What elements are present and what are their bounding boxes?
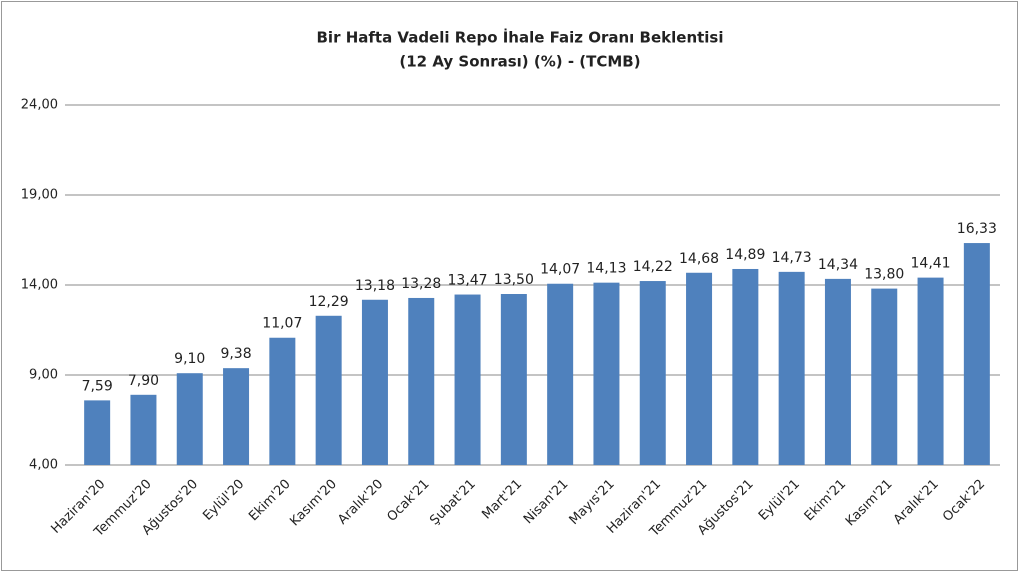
value-label: 12,29 — [309, 294, 349, 310]
bar — [686, 272, 713, 465]
bar — [871, 288, 898, 465]
value-label: 7,90 — [128, 373, 159, 389]
bar — [130, 394, 157, 465]
value-label: 13,28 — [401, 276, 441, 292]
value-label: 14,89 — [725, 247, 765, 263]
chart-subtitle: (12 Ay Sonrası) (%) - (TCMB) — [399, 53, 640, 71]
y-tick-label: 9,00 — [29, 368, 58, 383]
bar — [84, 400, 111, 465]
chart-title: Bir Hafta Vadeli Repo İhale Faiz Oranı B… — [317, 28, 724, 47]
value-label: 14,22 — [633, 259, 673, 275]
bar — [639, 281, 666, 465]
bar — [824, 278, 851, 465]
y-tick-label: 4,00 — [29, 458, 58, 473]
value-label: 13,50 — [494, 272, 534, 288]
y-tick-label: 19,00 — [21, 188, 58, 203]
value-label: 14,68 — [679, 251, 719, 267]
bar — [500, 294, 527, 465]
bar — [454, 294, 481, 465]
y-tick-label: 24,00 — [21, 98, 58, 113]
value-label: 14,13 — [586, 261, 626, 277]
bar — [778, 271, 805, 465]
bar — [176, 373, 203, 465]
value-label: 9,38 — [220, 346, 251, 362]
value-label: 13,80 — [864, 267, 904, 283]
bar — [223, 368, 250, 465]
bar — [315, 315, 342, 465]
bar — [361, 299, 388, 465]
value-label: 14,73 — [772, 250, 812, 266]
value-label: 14,07 — [540, 262, 580, 278]
y-tick-label: 14,00 — [21, 278, 58, 293]
bar — [963, 243, 990, 465]
value-label: 7,59 — [82, 378, 113, 394]
bar — [732, 268, 759, 465]
bar — [917, 277, 944, 465]
value-label: 9,10 — [174, 351, 205, 367]
value-label: 16,33 — [957, 221, 997, 237]
value-label: 11,07 — [262, 316, 302, 332]
value-label: 13,47 — [448, 273, 488, 289]
bar — [593, 282, 620, 465]
bar — [269, 337, 296, 465]
value-label: 13,18 — [355, 278, 395, 294]
bar — [547, 283, 574, 465]
value-label: 14,41 — [911, 256, 951, 272]
bar — [408, 297, 435, 465]
value-label: 14,34 — [818, 257, 858, 273]
